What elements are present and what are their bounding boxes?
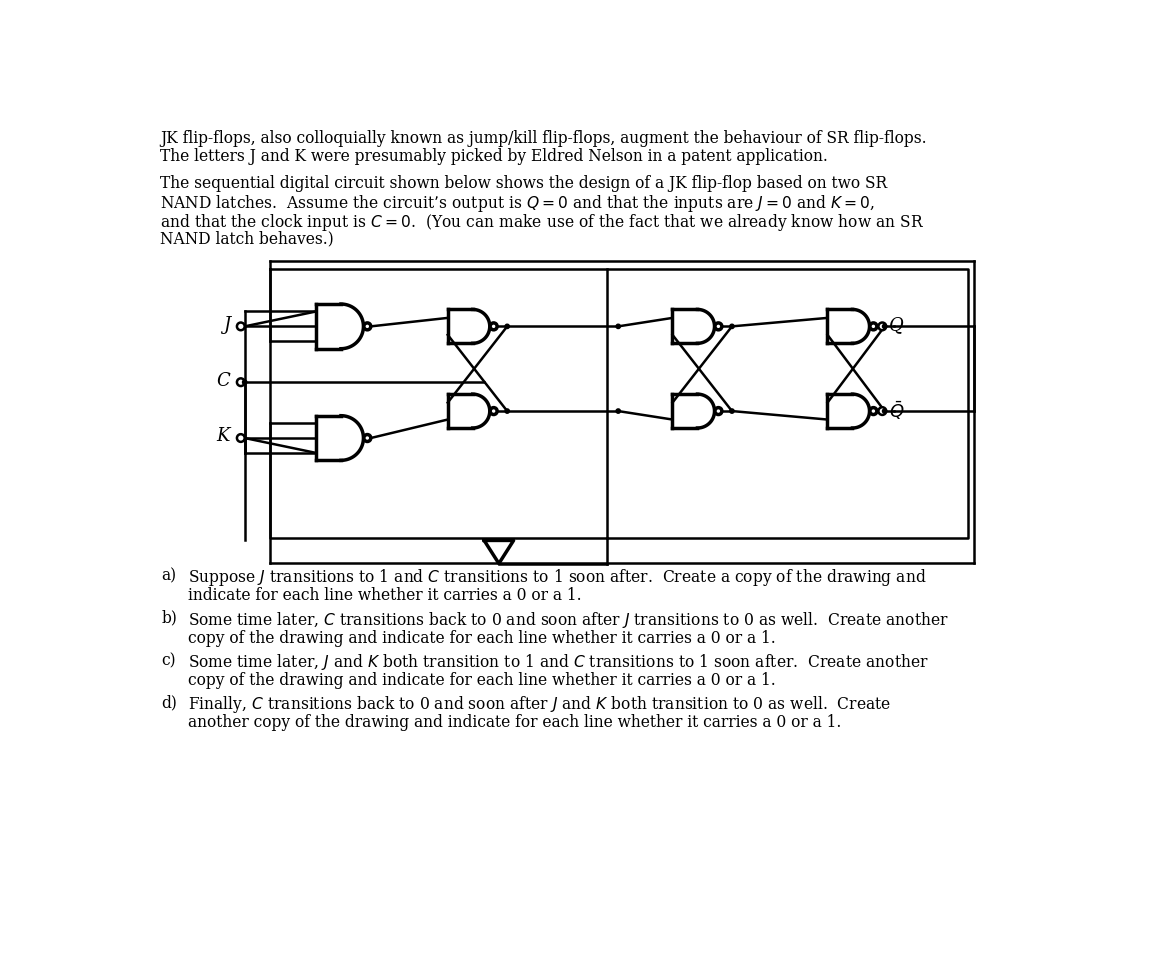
Circle shape bbox=[882, 408, 887, 413]
Circle shape bbox=[730, 408, 734, 413]
Text: C: C bbox=[216, 372, 230, 390]
Text: a): a) bbox=[161, 567, 177, 585]
Circle shape bbox=[242, 380, 247, 384]
Text: b): b) bbox=[161, 610, 178, 626]
Text: Some time later, $J$ and $K$ both transition to 1 and $C$ transitions to 1 soon : Some time later, $J$ and $K$ both transi… bbox=[188, 652, 929, 672]
Circle shape bbox=[490, 323, 497, 330]
Circle shape bbox=[364, 323, 371, 330]
Text: copy of the drawing and indicate for each line whether it carries a 0 or a 1.: copy of the drawing and indicate for eac… bbox=[188, 630, 776, 647]
Text: K: K bbox=[216, 428, 230, 445]
Text: and that the clock input is $C = 0$.  (You can make use of the fact that we alre: and that the clock input is $C = 0$. (Yo… bbox=[160, 212, 924, 232]
Text: Finally, $C$ transitions back to 0 and soon after $J$ and $K$ both transition to: Finally, $C$ transitions back to 0 and s… bbox=[188, 694, 892, 715]
Text: indicate for each line whether it carries a 0 or a 1.: indicate for each line whether it carrie… bbox=[188, 588, 581, 604]
Circle shape bbox=[870, 323, 876, 330]
Text: JK flip-flops, also colloquially known as jump/kill flip-flops, augment the beha: JK flip-flops, also colloquially known a… bbox=[160, 130, 927, 147]
Text: Q: Q bbox=[889, 317, 904, 335]
Circle shape bbox=[236, 435, 245, 441]
Text: The sequential digital circuit shown below shows the design of a JK flip-flop ba: The sequential digital circuit shown bel… bbox=[160, 174, 887, 192]
Circle shape bbox=[730, 324, 734, 328]
Circle shape bbox=[715, 323, 722, 330]
Circle shape bbox=[490, 408, 497, 414]
Circle shape bbox=[879, 408, 886, 415]
Text: The letters J and K were presumably picked by Eldred Nelson in a patent applicat: The letters J and K were presumably pick… bbox=[160, 148, 828, 165]
Circle shape bbox=[236, 322, 245, 330]
Circle shape bbox=[870, 408, 876, 414]
Text: c): c) bbox=[161, 652, 177, 669]
Text: Some time later, $C$ transitions back to 0 and soon after $J$ transitions to 0 a: Some time later, $C$ transitions back to… bbox=[188, 610, 949, 630]
Circle shape bbox=[617, 408, 620, 413]
Text: $\bar{Q}$: $\bar{Q}$ bbox=[889, 399, 904, 422]
Circle shape bbox=[715, 408, 722, 414]
Text: NAND latch behaves.): NAND latch behaves.) bbox=[160, 230, 333, 247]
Circle shape bbox=[236, 378, 245, 386]
Circle shape bbox=[882, 324, 887, 328]
Circle shape bbox=[879, 322, 886, 330]
Text: Suppose $J$ transitions to 1 and $C$ transitions to 1 soon after.  Create a copy: Suppose $J$ transitions to 1 and $C$ tra… bbox=[188, 567, 927, 589]
Text: NAND latches.  Assume the circuit’s output is $Q = 0$ and that the inputs are $J: NAND latches. Assume the circuit’s outpu… bbox=[160, 194, 875, 214]
Text: copy of the drawing and indicate for each line whether it carries a 0 or a 1.: copy of the drawing and indicate for eac… bbox=[188, 672, 776, 689]
Circle shape bbox=[364, 435, 371, 441]
Text: d): d) bbox=[161, 694, 178, 711]
Text: another copy of the drawing and indicate for each line whether it carries a 0 or: another copy of the drawing and indicate… bbox=[188, 714, 841, 732]
Circle shape bbox=[505, 324, 509, 328]
Circle shape bbox=[617, 324, 620, 328]
Text: J: J bbox=[222, 316, 230, 334]
Circle shape bbox=[505, 408, 509, 413]
